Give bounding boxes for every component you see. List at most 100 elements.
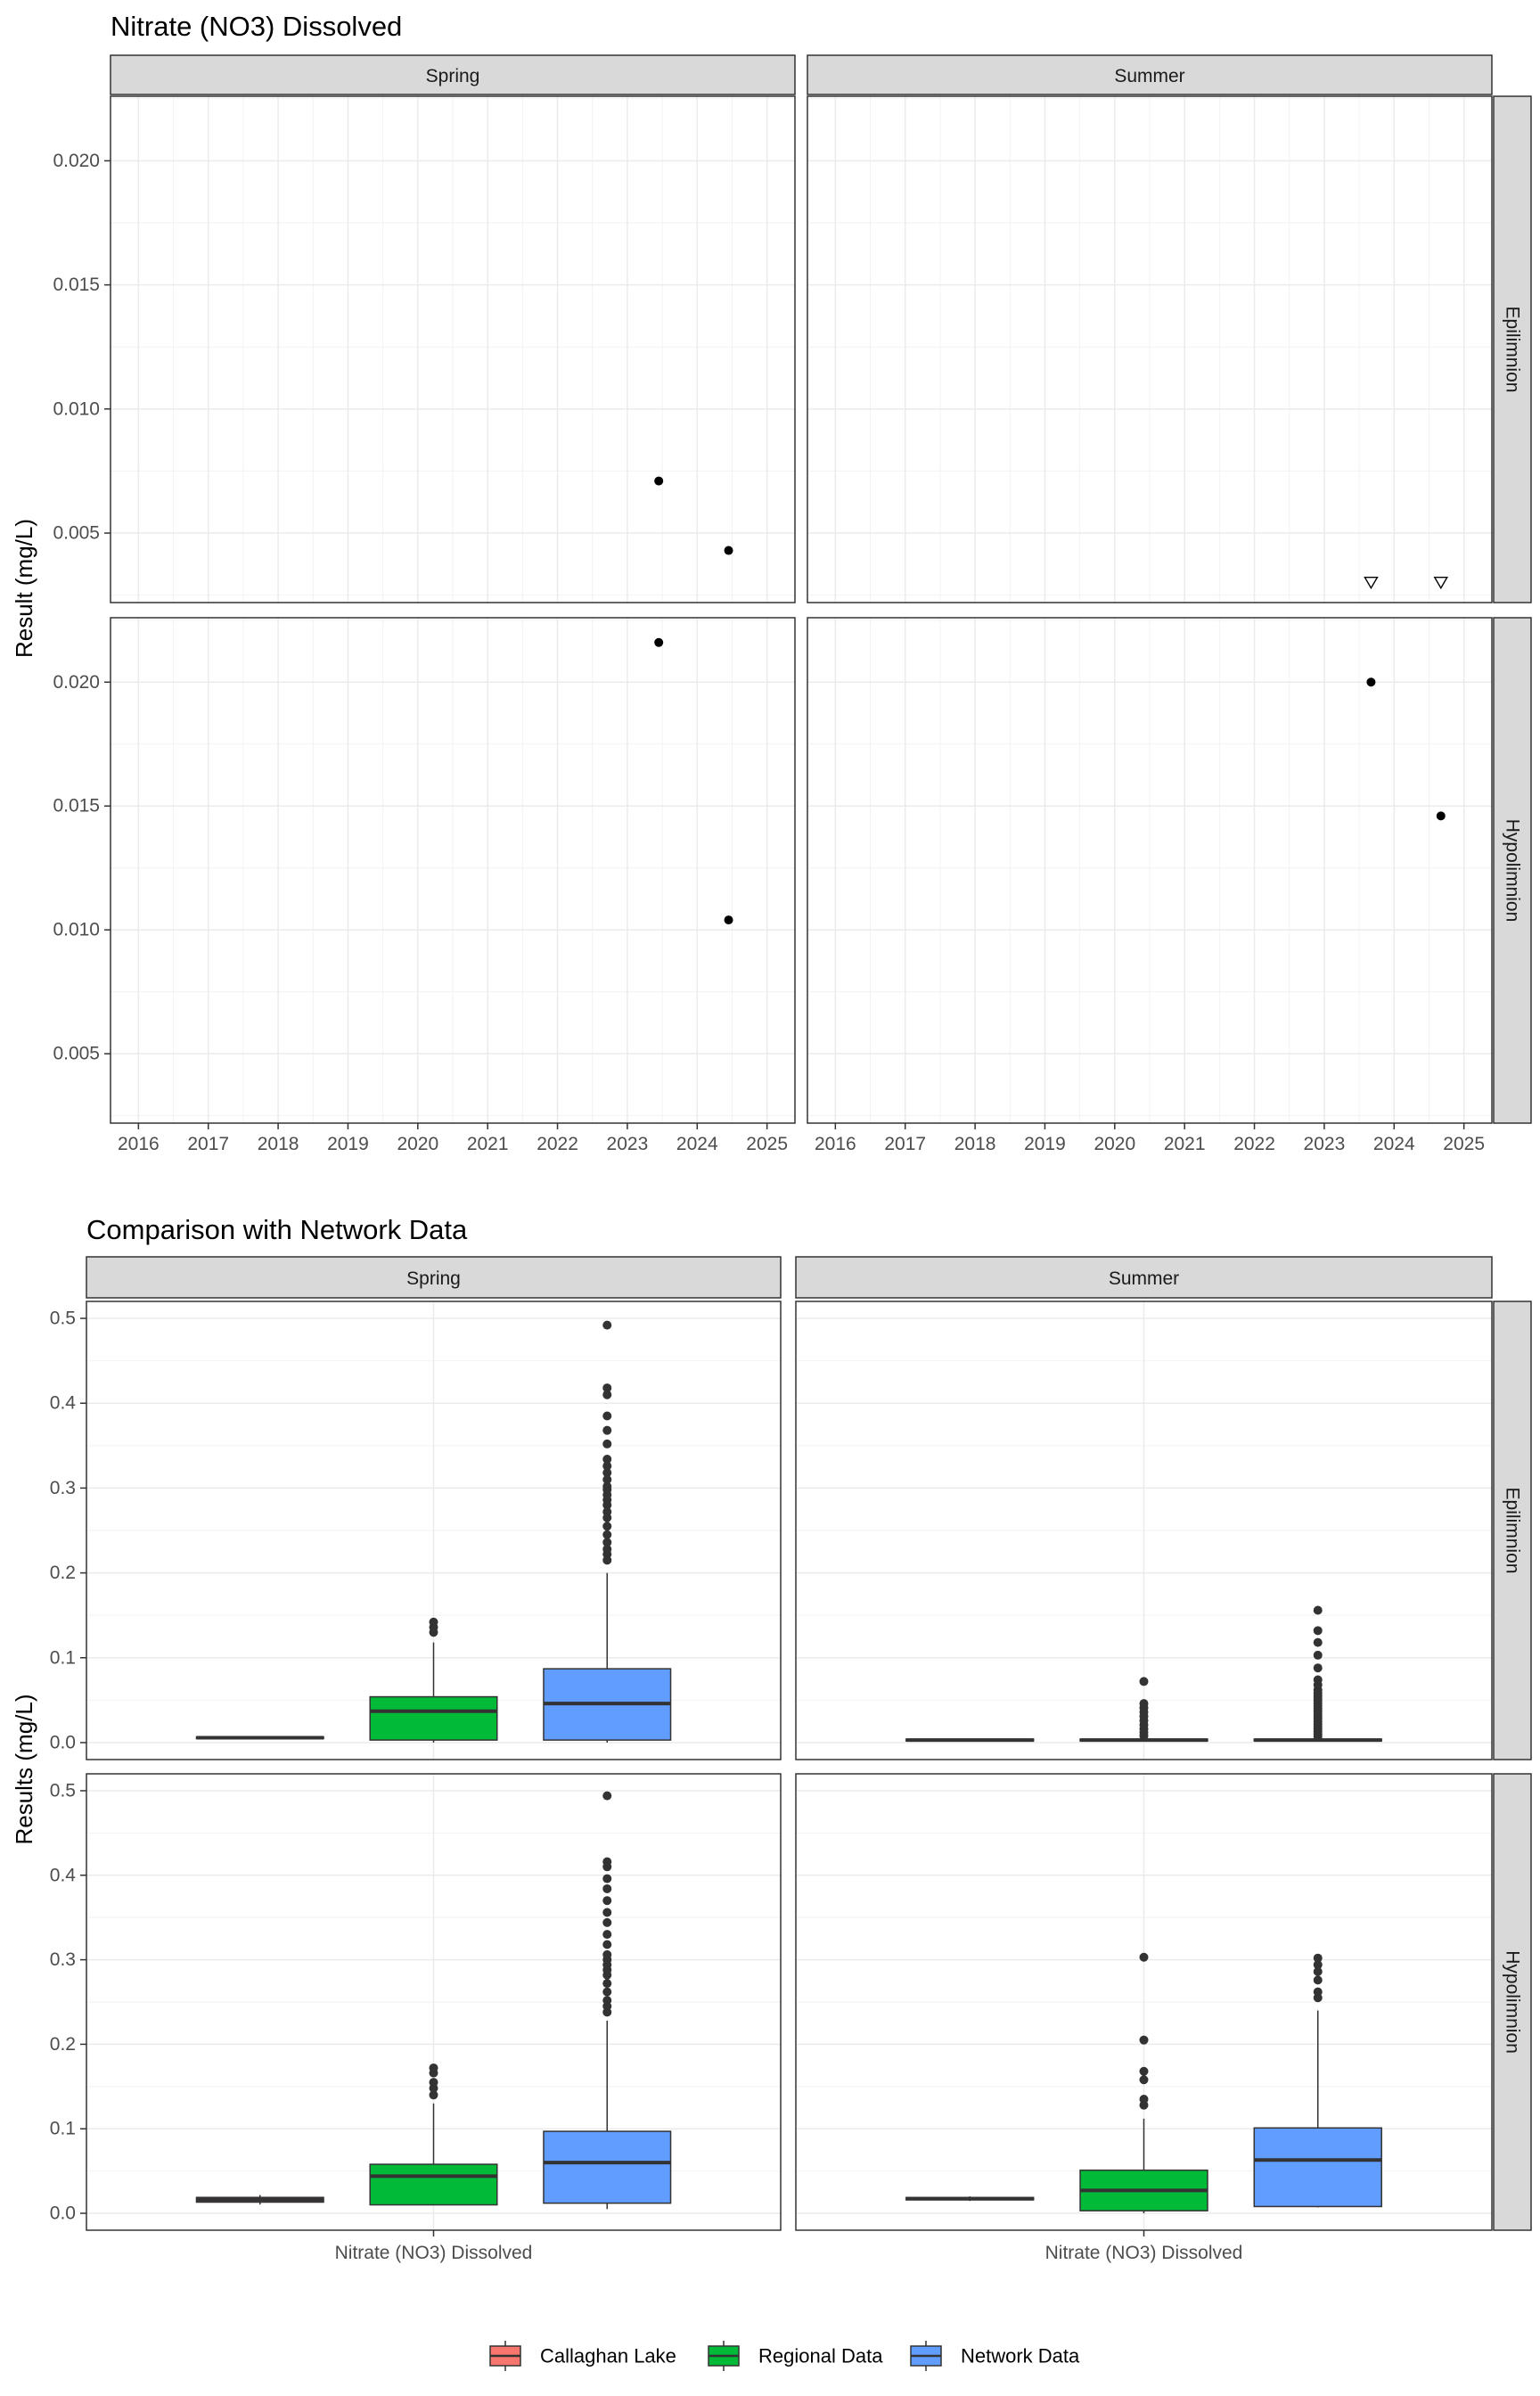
box-callaghan-lake	[195, 1735, 324, 1740]
y-tick-label: 0.5	[50, 1309, 76, 1329]
x-tick-label: 2025	[746, 1134, 788, 1154]
x-tick-label: 2016	[118, 1134, 160, 1154]
outlier-point	[1313, 1605, 1323, 1615]
x-tick-label: 2020	[1094, 1134, 1135, 1154]
outlier-point	[602, 1896, 612, 1906]
outlier-point	[1313, 1626, 1323, 1636]
outlier-point	[602, 1883, 612, 1893]
outlier-point	[602, 1522, 612, 1531]
x-tick-label: 2025	[1443, 1134, 1485, 1154]
outlier-point	[429, 2090, 438, 2100]
chart1-col-strip-spring	[110, 54, 796, 95]
panel-border	[795, 1301, 1493, 1760]
x-tick-label: 2021	[467, 1134, 509, 1154]
chart2-col-strip-label: Spring	[406, 1268, 461, 1289]
box-callaghan-lake	[195, 2195, 324, 2205]
legend: Callaghan Lake Regional Data Network Data	[489, 2341, 1080, 2371]
chart1-panel-epilimnion-spring	[110, 95, 796, 603]
x-tick-label: 2023	[607, 1134, 649, 1154]
y-tick-label: 0.0	[50, 2203, 76, 2224]
panel-border	[807, 617, 1493, 1124]
box-network-data	[1253, 1605, 1382, 1743]
outlier-point	[602, 1320, 612, 1330]
outlier-point	[1139, 1699, 1149, 1709]
chart2-row-strip-label: Hypolimnion	[1503, 1950, 1523, 2054]
y-tick-label: 0.005	[53, 523, 100, 544]
chart2-panel-epilimnion-summer	[795, 1301, 1493, 1760]
outlier-point	[1139, 1952, 1149, 1962]
chart2-col-strip-spring	[86, 1256, 782, 1299]
y-tick-label: 0.2	[50, 2034, 76, 2055]
data-point	[724, 915, 733, 925]
x-tick-label: 2017	[187, 1134, 229, 1154]
y-tick-label: 0.5	[50, 1780, 76, 1801]
outlier-point	[602, 1468, 612, 1478]
chart2-y-axis-label: Results (mg/L)	[11, 1694, 37, 1844]
panel-border	[110, 95, 796, 603]
outlier-point	[602, 1481, 612, 1491]
box-body	[1253, 2127, 1382, 2208]
panel-border	[110, 617, 796, 1124]
box-body	[369, 1695, 498, 1741]
chart2-panel-epilimnion-spring	[86, 1301, 782, 1760]
outlier-point	[1313, 1987, 1323, 1997]
y-tick-label: 0.010	[53, 920, 100, 940]
outlier-point	[1139, 2035, 1149, 2045]
x-tick-label: 2022	[1233, 1134, 1275, 1154]
x-tick-label: 2024	[676, 1134, 718, 1154]
outlier-point	[1313, 1966, 1323, 1976]
outlier-point	[602, 1544, 612, 1554]
x-tick-label: Nitrate (NO3) Dissolved	[1045, 2243, 1243, 2263]
outlier-point	[602, 1507, 612, 1517]
box-regional-data	[1079, 1677, 1208, 1743]
chart2-title: Comparison with Network Data	[86, 1214, 468, 1245]
x-tick-label: 2019	[327, 1134, 369, 1154]
outlier-point	[602, 1474, 612, 1484]
x-tick-label: 2019	[1024, 1134, 1066, 1154]
x-tick-label: 2016	[815, 1134, 856, 1154]
box-regional-data	[369, 2063, 498, 2206]
outlier-point	[602, 1949, 612, 1959]
outlier-point	[1139, 2075, 1149, 2085]
chart1-panel-hypolimnion-spring	[110, 617, 796, 1124]
y-tick-label: 0.020	[53, 672, 100, 693]
outlier-point	[1313, 1975, 1323, 1985]
data-point	[654, 637, 664, 647]
chart1-panel-epilimnion-summer	[807, 95, 1493, 603]
y-tick-label: 0.0	[50, 1732, 76, 1752]
box-network-data	[543, 1791, 672, 2210]
x-tick-label: 2021	[1164, 1134, 1206, 1154]
chart1-col-strip-label: Summer	[1114, 66, 1184, 86]
outlier-point	[1313, 1675, 1323, 1685]
outlier-point	[602, 1930, 612, 1940]
y-tick-label: 0.4	[50, 1865, 77, 1885]
chart1-row-strip-label: Epilimnion	[1503, 307, 1523, 393]
box-network-data	[543, 1320, 672, 1743]
y-tick-label: 0.015	[53, 275, 100, 295]
outlier-point	[602, 1411, 612, 1421]
box-callaghan-lake	[905, 2196, 1035, 2202]
outlier-point	[602, 1987, 612, 1997]
outlier-point	[602, 1538, 612, 1547]
legend-item-callaghan-lake: Callaghan Lake	[489, 2341, 676, 2371]
y-tick-label: 0.020	[53, 151, 100, 171]
chart2-row-strip-hypolimnion	[1493, 1773, 1532, 2231]
chart1-row-strip-label: Hypolimnion	[1503, 819, 1523, 923]
y-tick-label: 0.1	[50, 1647, 76, 1668]
x-tick-label: 2023	[1304, 1134, 1346, 1154]
chart1-y-axis-label: Result (mg/L)	[11, 519, 37, 658]
outlier-point	[602, 1908, 612, 1917]
outlier-point	[1139, 2095, 1149, 2105]
chart2-panel-hypolimnion-spring	[86, 1773, 782, 2231]
legend-item-regional-data: Regional Data	[708, 2341, 883, 2371]
data-point	[1436, 811, 1446, 821]
plot-layer: Spring Summer Epilimnion Hypolimnion 0.005 0.…	[50, 54, 1532, 2263]
chart2-col-strip-label: Summer	[1109, 1268, 1179, 1289]
data-point	[654, 476, 664, 486]
outlier-point	[602, 1917, 612, 1927]
outlier-point	[429, 2063, 438, 2072]
outlier-point	[602, 1530, 612, 1539]
panel-border	[807, 95, 1493, 603]
data-point	[724, 546, 733, 555]
chart2-panel-hypolimnion-summer	[795, 1773, 1493, 2231]
